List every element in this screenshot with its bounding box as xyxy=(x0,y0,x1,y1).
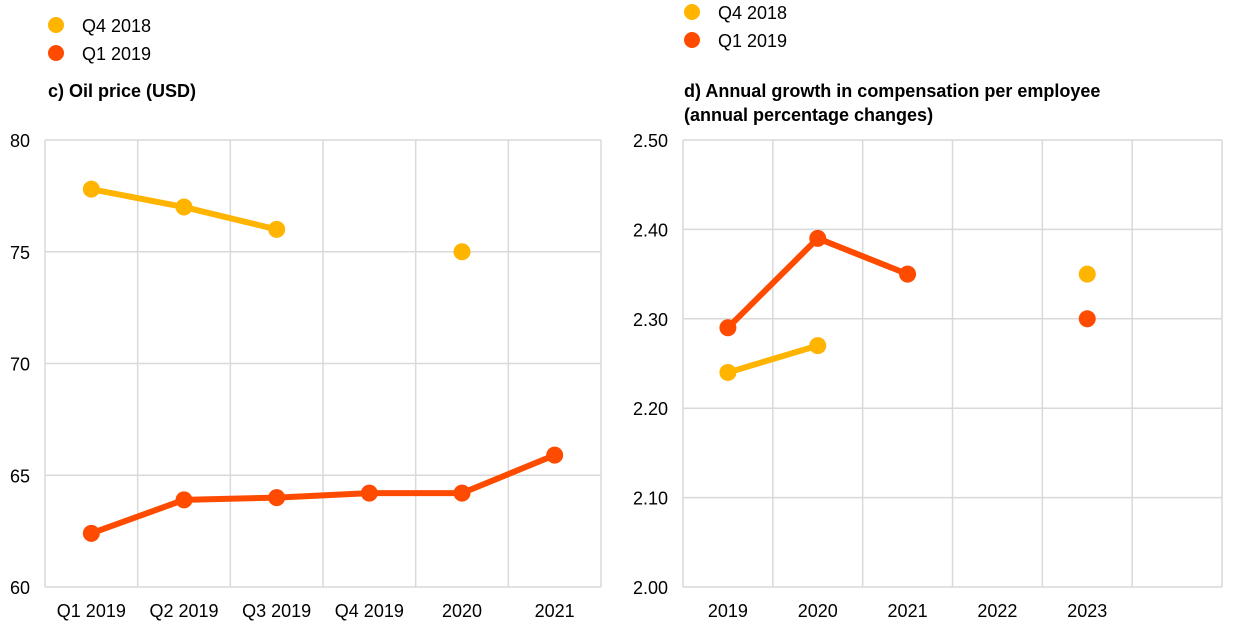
d-x-tick-label: 2020 xyxy=(798,601,838,621)
d-data-point xyxy=(809,229,827,247)
c-x-tick-label: Q2 2019 xyxy=(149,601,218,621)
c-y-tick-label: 75 xyxy=(10,243,30,263)
c-x-tick-label: Q1 2019 xyxy=(57,601,126,621)
chart-d-grid xyxy=(682,139,1223,588)
chart-c-x-axis: Q1 2019 Q2 2019 Q3 2019 Q4 2019 2020 2021 xyxy=(57,601,575,621)
chart-d-title-line-1: d) Annual growth in compensation per emp… xyxy=(684,81,1100,101)
d-line-segment xyxy=(814,235,911,278)
chart-c: Q4 2018 Q1 2019 c) Oil price (USD) 80 75 7… xyxy=(10,16,602,621)
c-line-segment xyxy=(181,494,280,503)
d-data-point xyxy=(899,265,917,283)
d-x-tick-label: 2023 xyxy=(1067,601,1107,621)
chart-d-x-axis: 2019 2020 2021 2022 2023 xyxy=(708,601,1107,621)
c-data-point xyxy=(175,491,193,509)
chart-c-legend-marker-q1-2019 xyxy=(48,45,64,61)
d-data-point xyxy=(1078,310,1096,328)
chart-c-legend-label-q4-2018: Q4 2018 xyxy=(82,16,151,36)
c-x-tick-label: 2021 xyxy=(535,601,575,621)
c-data-point xyxy=(82,180,100,198)
chart-d-legend-marker-q1-2019 xyxy=(684,32,700,48)
chart-d-legend: Q4 2018 Q1 2019 xyxy=(684,3,787,51)
c-x-tick-label: Q4 2019 xyxy=(335,601,404,621)
c-y-tick-label: 65 xyxy=(10,466,30,486)
d-line-segment xyxy=(724,235,821,331)
chart-c-legend-marker-q4-2018 xyxy=(48,17,64,33)
d-data-point xyxy=(1078,265,1096,283)
d-data-point xyxy=(809,337,827,355)
chart-c-y-axis: 80 75 70 65 60 xyxy=(10,131,30,598)
chart-d-legend-marker-q4-2018 xyxy=(684,4,700,20)
d-x-tick-label: 2021 xyxy=(888,601,928,621)
d-x-tick-label: 2019 xyxy=(708,601,748,621)
d-y-tick-label: 2.10 xyxy=(633,489,668,509)
c-data-point xyxy=(453,243,471,261)
chart-d-legend-label-q1-2019: Q1 2019 xyxy=(718,31,787,51)
c-line-segment xyxy=(88,496,187,537)
chart-d-y-axis: 2.50 2.40 2.30 2.20 2.10 2.00 xyxy=(633,131,668,598)
chart-d-plot-area xyxy=(719,229,1096,381)
c-line-segment xyxy=(273,490,373,501)
c-x-tick-label: 2020 xyxy=(442,601,482,621)
c-y-tick-label: 60 xyxy=(10,578,30,598)
chart-c-legend: Q4 2018 Q1 2019 xyxy=(48,16,151,64)
chart-c-legend-label-q1-2019: Q1 2019 xyxy=(82,44,151,64)
c-line-segment xyxy=(88,186,187,211)
chart-c-title: c) Oil price (USD) xyxy=(48,81,196,101)
c-data-point xyxy=(175,198,193,216)
d-data-point xyxy=(719,363,737,381)
c-y-tick-label: 80 xyxy=(10,131,30,151)
d-y-tick-label: 2.40 xyxy=(633,220,668,240)
c-line-segment xyxy=(459,452,558,497)
d-data-point xyxy=(719,319,737,337)
c-data-point xyxy=(82,524,100,542)
d-y-tick-label: 2.20 xyxy=(633,399,668,419)
d-y-tick-label: 2.30 xyxy=(633,310,668,330)
c-data-point xyxy=(268,489,286,507)
c-y-tick-label: 70 xyxy=(10,355,30,375)
c-line-segment xyxy=(181,204,280,233)
chart-d-title-line-2: (annual percentage changes) xyxy=(684,105,933,125)
d-y-tick-label: 2.00 xyxy=(633,578,668,598)
d-series-q4-2018 xyxy=(719,265,1096,381)
d-line-segment xyxy=(724,342,821,376)
c-series-q1-2019 xyxy=(82,446,564,542)
c-data-point xyxy=(360,484,378,502)
c-series-q4-2018 xyxy=(82,180,471,261)
c-x-tick-label: Q3 2019 xyxy=(242,601,311,621)
d-x-tick-label: 2022 xyxy=(977,601,1017,621)
chart-c-grid xyxy=(44,139,602,588)
chart-d-legend-label-q4-2018: Q4 2018 xyxy=(718,3,787,23)
d-y-tick-label: 2.50 xyxy=(633,131,668,151)
c-data-point xyxy=(546,446,564,464)
c-data-point xyxy=(268,220,286,238)
chart-d: Q4 2018 Q1 2019 d) Annual growth in comp… xyxy=(633,3,1223,621)
c-data-point xyxy=(453,484,471,502)
chart-c-plot-area xyxy=(82,180,564,542)
d-series-q1-2019 xyxy=(719,229,1096,337)
